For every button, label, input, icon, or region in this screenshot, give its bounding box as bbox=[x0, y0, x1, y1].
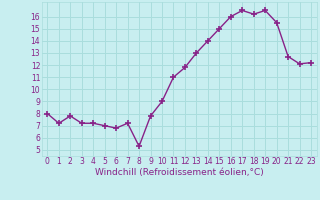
X-axis label: Windchill (Refroidissement éolien,°C): Windchill (Refroidissement éolien,°C) bbox=[95, 168, 264, 177]
